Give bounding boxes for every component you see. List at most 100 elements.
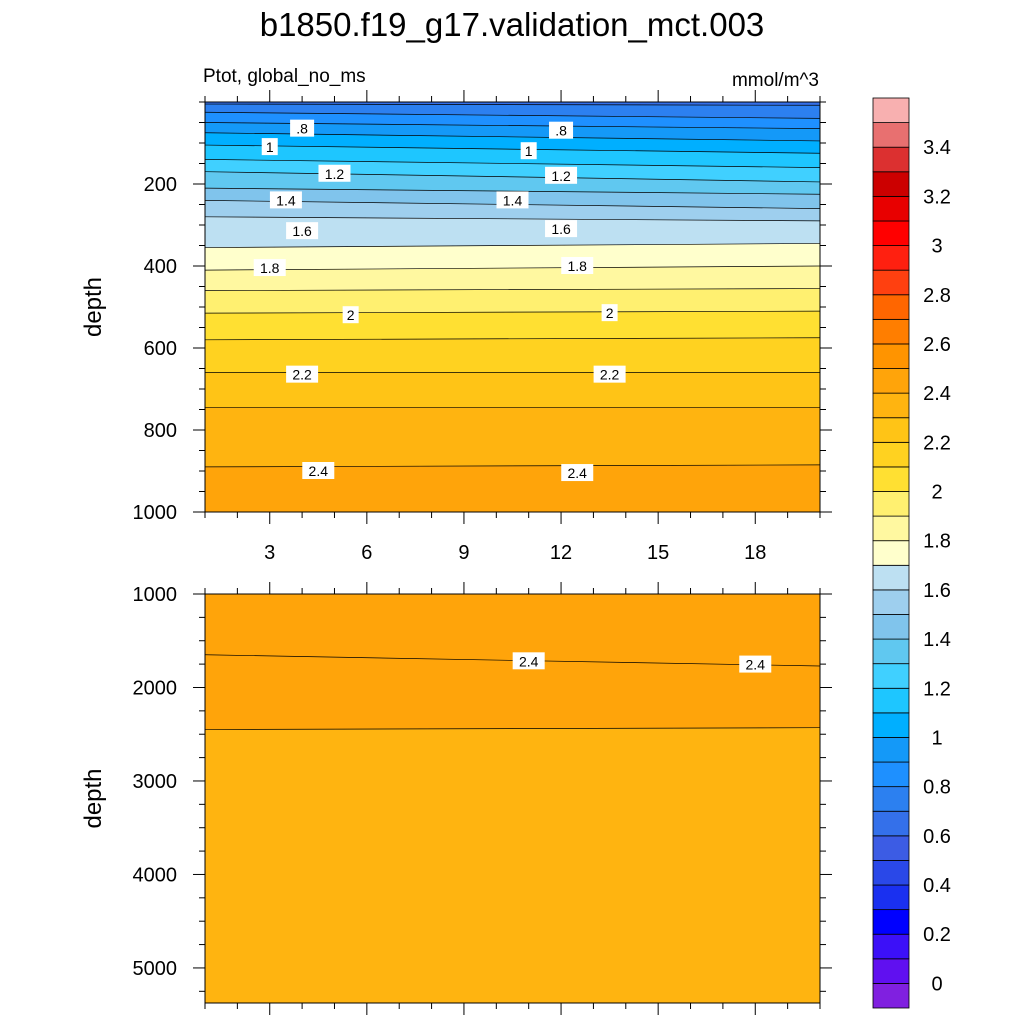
colorbar-segment: [872, 860, 910, 886]
colorbar: 0 0.2 0.4 0.6 0.8 1 1.2 1.4 1.6 1.8 2 2.2 2.4 2.6 2.8 3…: [872, 97, 951, 1009]
contour-fill: [205, 145, 820, 168]
colorbar-segment: [872, 614, 910, 640]
contour-line: [205, 654, 820, 667]
contour-label: 1.6: [292, 223, 312, 239]
contour-line: [205, 464, 820, 468]
x-tick-label: 12: [550, 542, 572, 564]
contour-fill: [205, 104, 820, 119]
contour-label-box: [290, 119, 315, 137]
colorbar-segment: [872, 466, 910, 492]
colorbar-segment: [872, 294, 910, 320]
contour-line: [205, 111, 820, 119]
lower-panel: 2.4 2.4 1000 2000 3000 4000 5000 depth: [80, 582, 832, 1015]
contour-label-box: [342, 306, 359, 324]
contour-label: 2.4: [519, 653, 539, 669]
contour-label: 1.2: [551, 168, 571, 184]
lower-y-axis-label: depth: [80, 768, 107, 828]
colorbar-tick-label: 0.8: [923, 777, 951, 799]
contour-label-box: [545, 220, 578, 238]
colorbar-segment: [872, 97, 910, 123]
contour-label-box: [318, 164, 351, 182]
contour-label: 1.6: [551, 221, 571, 237]
colorbar-segment: [872, 983, 910, 1009]
colorbar-segment: [872, 220, 910, 246]
y-tick-label: 800: [144, 420, 177, 442]
x-tick-label: 15: [647, 542, 669, 564]
contour-label-box: [286, 365, 319, 383]
colorbar-segment: [872, 343, 910, 369]
colorbar-tick-label: 0: [931, 973, 942, 995]
contour-label: 2.4: [568, 465, 588, 481]
contour-fill: [205, 216, 820, 248]
colorbar-tick-label: 0.6: [923, 826, 951, 848]
colorbar-segment: [872, 786, 910, 812]
contour-label: 2.2: [600, 367, 620, 383]
colorbar-segment: [872, 146, 910, 173]
contour-label: .8: [555, 123, 567, 139]
contour-label: 1.2: [325, 166, 345, 182]
contour-label-box: [261, 138, 278, 156]
colorbar-tick-label: 3.4: [923, 137, 951, 159]
y-tick-label: 600: [144, 338, 177, 360]
colorbar-tick-label: 0.4: [923, 875, 951, 897]
contour-fill: [205, 200, 820, 221]
colorbar-tick-label: 1.6: [923, 580, 951, 602]
colorbar-segment: [872, 687, 910, 714]
contour-fill: [205, 654, 820, 730]
contour-fill: [205, 132, 820, 154]
colorbar-segment: [872, 515, 910, 542]
colorbar-segment: [872, 589, 910, 615]
contour-line: [205, 310, 820, 314]
colorbar-segment: [872, 958, 910, 984]
contour-label-box: [496, 191, 529, 209]
y-tick-label: 2000: [133, 677, 178, 699]
colorbar-segment: [872, 909, 910, 935]
y-tick-label: 1000: [133, 502, 178, 524]
colorbar-tick-label: 2.6: [923, 334, 951, 356]
colorbar-segment: [872, 368, 910, 394]
contour-line: [205, 144, 820, 154]
contour-fill: [205, 266, 820, 291]
colorbar-tick-label: 1.8: [923, 531, 951, 553]
colorbar-segment: [872, 417, 910, 443]
contour-fill: [205, 727, 820, 1003]
y-tick-label: 1000: [133, 584, 178, 606]
contour-line: [205, 216, 820, 222]
contour-line: [205, 103, 820, 106]
colorbar-segment: [872, 933, 910, 960]
colorbar-segment: [872, 737, 910, 763]
colorbar-tick-label: 1: [931, 727, 942, 749]
upper-fills: [205, 102, 820, 512]
colorbar-segment: [872, 491, 910, 517]
panels: .8 .8 1 1 1.2 1.2 1.4 1.4 1.6 1.6 1.8 1.8 2 2 2.2 2.2 2.…: [80, 90, 832, 1015]
contour-line: [205, 288, 820, 291]
colorbar-segment: [872, 638, 910, 665]
contour-label: 1.4: [276, 192, 296, 208]
contour-label: 1.8: [568, 258, 588, 274]
contour-label-box: [512, 652, 545, 670]
contour-label: 2: [347, 307, 355, 323]
contour-line: [205, 727, 820, 730]
colorbar-segment: [872, 245, 910, 271]
contour-fill: [205, 171, 820, 195]
contour-label-box: [545, 166, 578, 184]
colorbar-tick-label: 2.4: [923, 383, 951, 405]
contour-label-box: [520, 142, 537, 160]
contour-label: .8: [296, 121, 308, 137]
colorbar-tick-label: 2: [931, 482, 942, 504]
y-tick-label: 400: [144, 256, 177, 278]
x-tick-label: 3: [264, 542, 275, 564]
contour-line: [205, 187, 820, 195]
contour-label-box: [593, 365, 626, 383]
contour-line: [205, 159, 820, 168]
contour-label-box: [601, 304, 618, 322]
contour-label-box: [302, 462, 335, 479]
variable-subtitle: Ptot, global_no_ms: [203, 66, 366, 87]
colorbar-tick-label: 0.2: [923, 924, 951, 946]
y-tick-label: 3000: [133, 771, 178, 793]
contour-label-box: [561, 464, 594, 482]
colorbar-segment: [872, 318, 910, 345]
chart-title: b1850.f19_g17.validation_mct.003: [260, 6, 765, 43]
contour-label-box: [253, 259, 286, 277]
